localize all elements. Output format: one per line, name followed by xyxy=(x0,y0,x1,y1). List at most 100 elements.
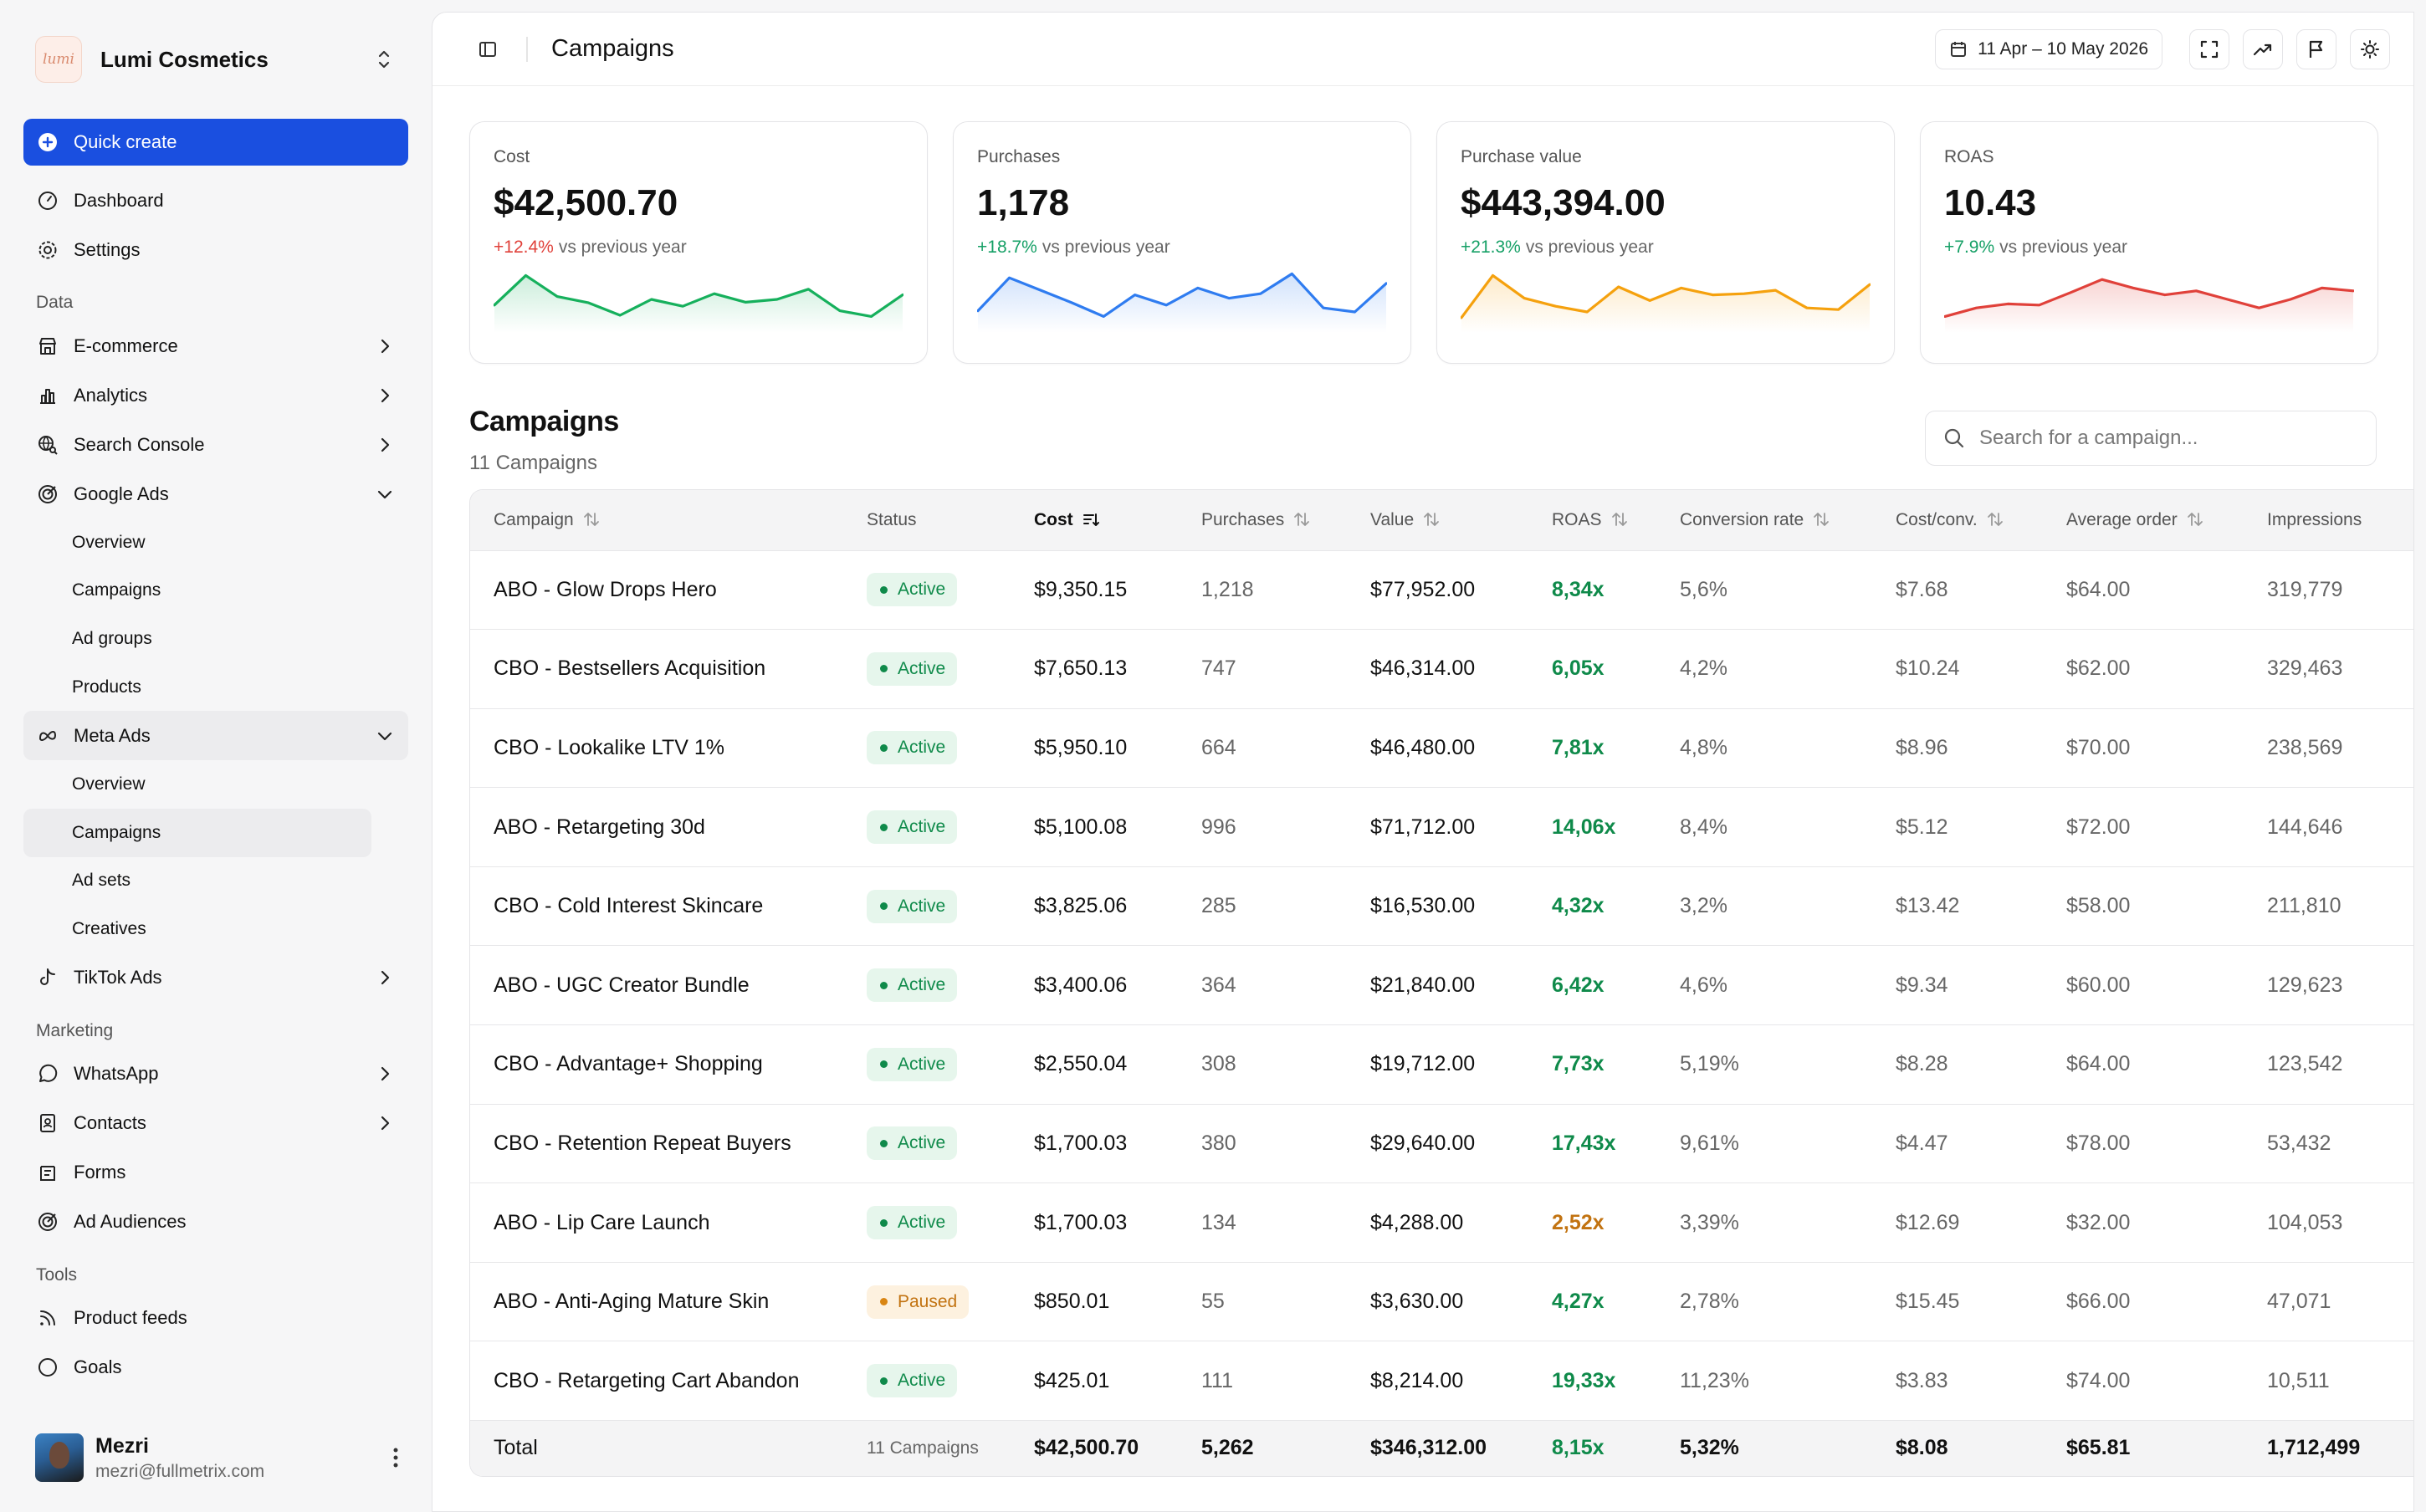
cell-name[interactable]: ABO - Anti-Aging Mature Skin xyxy=(470,1261,843,1341)
column-header-3[interactable]: Purchases xyxy=(1178,490,1347,550)
sort-icon[interactable] xyxy=(1812,510,1830,529)
google-sub-ad-groups[interactable]: Ad groups xyxy=(72,628,152,648)
table-row[interactable]: ABO - Retargeting 30d Active $5,100.08 996 $… xyxy=(470,787,2413,867)
sidebar-item-meta-ads[interactable]: Meta Ads xyxy=(23,711,408,761)
sidebar-toggle-icon[interactable] xyxy=(473,34,503,64)
sidebar-item-label: Search Console xyxy=(74,433,205,455)
column-header-2[interactable]: Cost xyxy=(1011,490,1178,550)
column-header-8[interactable]: Average order xyxy=(2043,490,2244,550)
meta-sub-campaigns[interactable]: Campaigns xyxy=(23,808,371,857)
sort-icon[interactable] xyxy=(582,510,601,529)
sort-icon[interactable] xyxy=(1610,510,1629,529)
search-box[interactable] xyxy=(1925,411,2377,466)
google-sub-campaigns[interactable]: Campaigns xyxy=(72,580,161,600)
meta-sub-ad-sets[interactable]: Ad sets xyxy=(72,871,131,891)
sidebar-item-tiktok-ads[interactable]: TikTok Ads xyxy=(23,953,408,1003)
sidebar-item-settings[interactable]: Settings xyxy=(23,225,408,274)
kpi-card-roas[interactable]: ROAS 10.43 +7.9% vs previous year xyxy=(1920,121,2378,364)
column-header-1[interactable]: Status xyxy=(843,490,1011,550)
chevron-right-icon xyxy=(381,1116,390,1131)
column-header-6[interactable]: Conversion rate xyxy=(1656,490,1872,550)
cell-cost: $7,650.13 xyxy=(1011,629,1178,709)
trend-button[interactable] xyxy=(2243,28,2283,69)
google-sub-overview[interactable]: Overview xyxy=(72,532,146,552)
sidebar-item-whatsapp[interactable]: WhatsApp xyxy=(23,1050,408,1099)
sort-icon[interactable] xyxy=(2186,510,2204,529)
sidebar-item-contacts[interactable]: Contacts xyxy=(23,1099,408,1148)
cell-value: $8,214.00 xyxy=(1347,1341,1528,1421)
theme-toggle-button[interactable] xyxy=(2350,28,2390,69)
table-row[interactable]: CBO - Retention Repeat Buyers Active $1,70… xyxy=(470,1103,2413,1183)
cell-name[interactable]: CBO - Retargeting Cart Abandon xyxy=(470,1341,843,1421)
kpi-card-cost[interactable]: Cost $42,500.70 +12.4% vs previous year xyxy=(469,121,928,364)
cell-name[interactable]: ABO - Retargeting 30d xyxy=(470,787,843,867)
column-header-0[interactable]: Campaign xyxy=(470,490,843,550)
cell-name[interactable]: ABO - UGC Creator Bundle xyxy=(470,945,843,1025)
sparkline-line xyxy=(1944,278,2354,318)
fullscreen-button[interactable] xyxy=(2189,28,2229,69)
org-switcher[interactable]: lumi Lumi Cosmetics xyxy=(23,0,408,119)
flag-button[interactable] xyxy=(2296,28,2336,69)
cell-conv: 4,8% xyxy=(1656,707,1872,788)
sort-icon[interactable] xyxy=(1422,510,1441,529)
cell-purchases: 285 xyxy=(1178,866,1347,946)
sort-icon[interactable] xyxy=(1292,510,1311,529)
status-badge: Active xyxy=(867,1364,958,1398)
cell-aov: $62.00 xyxy=(2043,629,2244,709)
status-badge: Active xyxy=(867,651,958,686)
cell-purchases: 364 xyxy=(1178,945,1347,1025)
table-row[interactable]: ABO - UGC Creator Bundle Active $3,400.06 3… xyxy=(470,945,2413,1025)
sidebar-item-google-ads[interactable]: Google Ads xyxy=(23,469,408,518)
meta-sub-overview[interactable]: Overview xyxy=(72,774,146,794)
column-header-4[interactable]: Value xyxy=(1347,490,1528,550)
table-row[interactable]: CBO - Advantage+ Shopping Active $2,550.04… xyxy=(470,1024,2413,1105)
cell-name[interactable]: CBO - Cold Interest Skincare xyxy=(470,866,843,946)
status-dot xyxy=(880,902,888,911)
table-row[interactable]: ABO - Anti-Aging Mature Skin Paused $850.0… xyxy=(470,1261,2413,1341)
sort-icon[interactable] xyxy=(1986,510,2004,529)
table-row[interactable]: CBO - Lookalike LTV 1% Active $5,950.10 664… xyxy=(470,707,2413,788)
more-vertical-icon[interactable] xyxy=(383,1441,408,1474)
cell-name[interactable]: CBO - Advantage+ Shopping xyxy=(470,1024,843,1105)
kpi-value: 10.43 xyxy=(1944,182,2037,223)
cell-cpc: $13.42 xyxy=(1872,866,2043,946)
cell-name[interactable]: ABO - Lip Care Launch xyxy=(470,1183,843,1263)
date-range-picker[interactable]: 11 Apr – 10 May 2026 xyxy=(1935,28,2162,69)
meta-sub-creatives[interactable]: Creatives xyxy=(72,918,146,938)
cell-name[interactable]: CBO - Bestsellers Acquisition xyxy=(470,629,843,709)
sidebar-item-dashboard[interactable]: Dashboard xyxy=(23,176,408,225)
chevron-up-down-icon[interactable] xyxy=(371,43,397,76)
divider xyxy=(526,36,528,62)
sidebar-item-forms[interactable]: Forms xyxy=(23,1148,408,1198)
cell-name[interactable]: CBO - Lookalike LTV 1% xyxy=(470,707,843,788)
kpi-card-purchases[interactable]: Purchases 1,178 +18.7% vs previous year xyxy=(953,121,1411,364)
cell-name[interactable]: CBO - Retention Repeat Buyers xyxy=(470,1103,843,1183)
table-row[interactable]: CBO - Bestsellers Acquisition Active $7,65… xyxy=(470,629,2413,709)
sidebar-item-search-console[interactable]: Search Console xyxy=(23,420,408,469)
table-row[interactable]: ABO - Lip Care Launch Active $1,700.03 134 $… xyxy=(470,1183,2413,1263)
table-row[interactable]: CBO - Cold Interest Skincare Active $3,825… xyxy=(470,866,2413,946)
user-profile[interactable]: Mezri mezri@fullmetrix.com xyxy=(0,1403,432,1512)
cell-imp: 10,511 xyxy=(2244,1341,2413,1421)
cell-conv: 3,2% xyxy=(1656,866,1872,946)
form-icon xyxy=(40,1166,55,1182)
sort-desc-icon[interactable] xyxy=(1082,510,1100,529)
search-input[interactable] xyxy=(1979,427,2364,450)
kpi-card-purchase-value[interactable]: Purchase value $443,394.00 +21.3% vs prev… xyxy=(1436,121,1895,364)
table-row[interactable]: CBO - Retargeting Cart Abandon Active $425… xyxy=(470,1341,2413,1421)
cell-name[interactable]: ABO - Glow Drops Hero xyxy=(470,549,843,630)
column-header-9[interactable]: Impressions xyxy=(2244,490,2413,550)
sidebar-item-goals[interactable]: Goals xyxy=(23,1343,408,1392)
sidebar-item-analytics[interactable]: Analytics xyxy=(23,370,408,420)
google-sub-products[interactable]: Products xyxy=(72,677,141,697)
sidebar-item-ad-audiences[interactable]: Ad Audiences xyxy=(23,1198,408,1247)
quick-create-button[interactable]: Quick create xyxy=(23,119,408,166)
table-row[interactable]: ABO - Glow Drops Hero Active $9,350.15 1,21… xyxy=(470,549,2413,630)
sidebar-item-ecommerce[interactable]: E-commerce xyxy=(23,321,408,370)
target-icon xyxy=(38,484,57,503)
column-header-5[interactable]: ROAS xyxy=(1528,490,1656,550)
cell-conv: 9,61% xyxy=(1656,1103,1872,1183)
sparkline-area xyxy=(1461,275,1870,333)
sidebar-item-product-feeds[interactable]: Product feeds xyxy=(23,1294,408,1343)
column-header-7[interactable]: Cost/conv. xyxy=(1872,490,2043,550)
